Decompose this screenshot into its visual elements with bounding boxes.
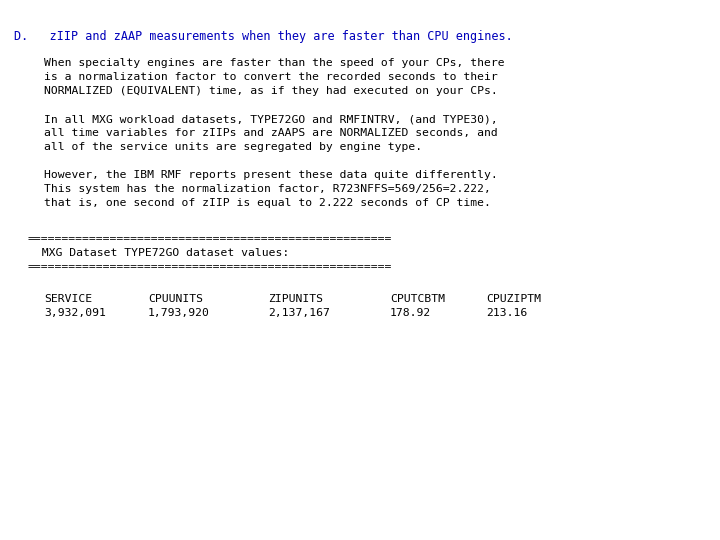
- Text: This system has the normalization factor, R723NFFS=569/256=2.222,: This system has the normalization factor…: [44, 184, 491, 194]
- Text: that is, one second of zIIP is equal to 2.222 seconds of CP time.: that is, one second of zIIP is equal to …: [44, 198, 491, 208]
- Text: However, the IBM RMF reports present these data quite differently.: However, the IBM RMF reports present the…: [44, 170, 498, 180]
- Text: 3,932,091: 3,932,091: [44, 308, 106, 318]
- Text: CPUUNITS: CPUUNITS: [148, 294, 203, 304]
- Text: 2,137,167: 2,137,167: [268, 308, 330, 318]
- Text: 213.16: 213.16: [486, 308, 527, 318]
- Text: D.   zIIP and zAAP measurements when they are faster than CPU engines.: D. zIIP and zAAP measurements when they …: [14, 30, 513, 43]
- Text: CPUZIPTM: CPUZIPTM: [486, 294, 541, 304]
- Text: CPUTCBTM: CPUTCBTM: [390, 294, 445, 304]
- Text: is a normalization factor to convert the recorded seconds to their: is a normalization factor to convert the…: [44, 72, 498, 82]
- Text: all of the service units are segregated by engine type.: all of the service units are segregated …: [44, 142, 422, 152]
- Text: all time variables for zIIPs and zAAPS are NORMALIZED seconds, and: all time variables for zIIPs and zAAPS a…: [44, 128, 498, 138]
- Text: 178.92: 178.92: [390, 308, 431, 318]
- Text: ZIPUNITS: ZIPUNITS: [268, 294, 323, 304]
- Text: MXG Dataset TYPE72GO dataset values:: MXG Dataset TYPE72GO dataset values:: [28, 248, 289, 258]
- Text: 1,793,920: 1,793,920: [148, 308, 210, 318]
- Text: NORMALIZED (EQUIVALENT) time, as if they had executed on your CPs.: NORMALIZED (EQUIVALENT) time, as if they…: [44, 86, 498, 96]
- Text: =====================================================: ========================================…: [28, 234, 392, 244]
- Text: When specialty engines are faster than the speed of your CPs, there: When specialty engines are faster than t…: [44, 58, 505, 68]
- Text: =====================================================: ========================================…: [28, 262, 392, 272]
- Text: In all MXG workload datasets, TYPE72GO and RMFINTRV, (and TYPE30),: In all MXG workload datasets, TYPE72GO a…: [44, 114, 498, 124]
- Text: SERVICE: SERVICE: [44, 294, 92, 304]
